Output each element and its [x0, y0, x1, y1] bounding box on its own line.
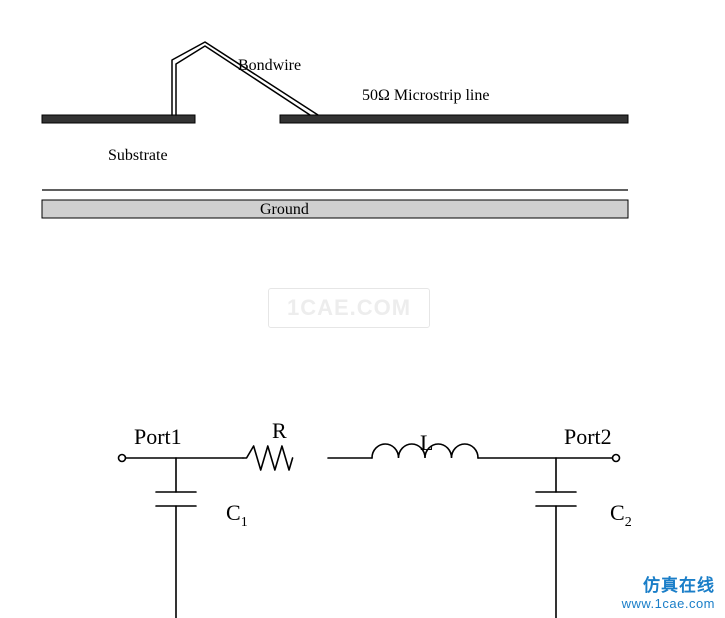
equivalent-circuit: Port1 Port2 R L C1 C2	[0, 0, 725, 618]
svg-text:C2: C2	[610, 500, 632, 530]
svg-text:C1: C1	[226, 500, 248, 530]
source-logo-url: www.1cae.com	[622, 596, 715, 612]
svg-text:R: R	[272, 418, 287, 443]
source-logo-cn: 仿真在线	[622, 575, 715, 596]
svg-text:Port1: Port1	[134, 424, 182, 449]
svg-text:L: L	[420, 430, 433, 455]
svg-text:Port2: Port2	[564, 424, 612, 449]
source-logo: 仿真在线 www.1cae.com	[622, 575, 715, 613]
